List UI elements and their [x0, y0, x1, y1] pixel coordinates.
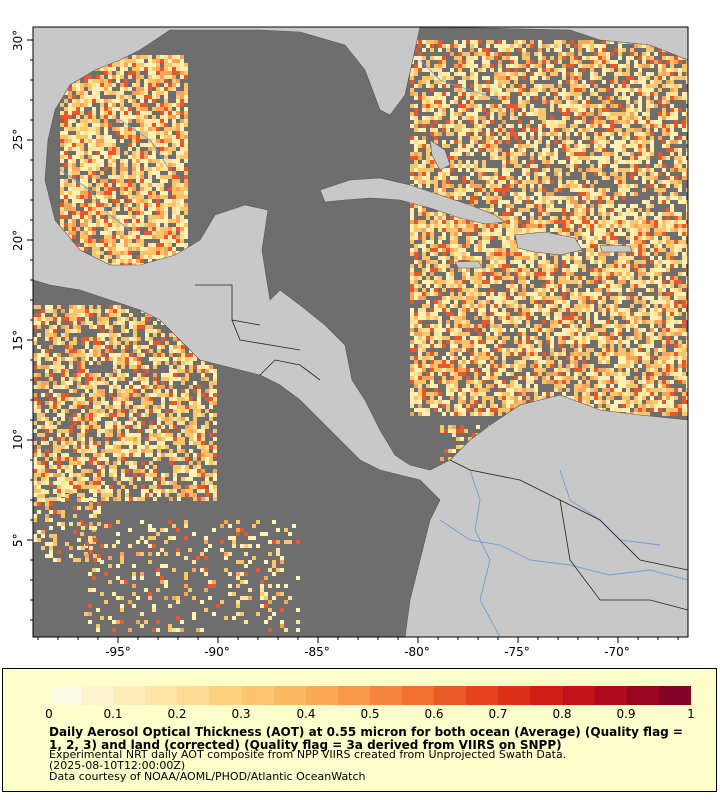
- lon-label: -70°: [604, 645, 630, 659]
- colorbar-tick-label: 0: [45, 707, 53, 721]
- legend-credit: Data courtesy of NOAA/AOML/PHOD/Atlantic…: [49, 770, 366, 783]
- colorbar-swatch: [562, 686, 595, 705]
- colorbar-swatch: [145, 686, 178, 705]
- colorbar-swatch: [49, 686, 82, 705]
- colorbar-swatch: [305, 686, 338, 705]
- colorbar-tick-label: 1: [687, 707, 695, 721]
- colorbar-tick-label: 0.4: [296, 707, 316, 721]
- legend-panel: 0 0.1 0.2 0.3 0.4 0.5 0.6 0.7 0.8 0.9 1 …: [2, 668, 717, 792]
- colorbar-tick-label: 0.2: [167, 707, 187, 721]
- colorbar-swatch: [626, 686, 659, 705]
- colorbar-swatch: [241, 686, 274, 705]
- colorbar-tick-label: 0.7: [488, 707, 508, 721]
- axis-ticks: [27, 39, 679, 643]
- colorbar-swatch: [337, 686, 370, 705]
- lat-label: 15°: [11, 329, 25, 351]
- colorbar-swatch: [434, 686, 467, 705]
- lat-label: 25°: [11, 128, 25, 150]
- lon-label: -90°: [204, 645, 230, 659]
- legend-timestamp: (2025-08-10T12:00:00Z): [49, 759, 186, 772]
- colorbar-swatch: [658, 686, 691, 705]
- aot-map[interactable]: [0, 0, 720, 660]
- river-layer: [59, 59, 688, 637]
- colorbar-swatch: [81, 686, 114, 705]
- aot-colorbar: [49, 686, 691, 705]
- lon-label: -95°: [105, 645, 131, 659]
- colorbar-swatch: [466, 686, 499, 705]
- land-north-america: [33, 27, 688, 637]
- legend-description: Experimental NRT daily AOT composite fro…: [49, 748, 567, 761]
- colorbar-tick-label: 0.9: [616, 707, 636, 721]
- lon-label: -85°: [304, 645, 330, 659]
- map-frame: [32, 26, 689, 638]
- lat-label: 30°: [11, 29, 25, 51]
- legend-title: Daily Aerosol Optical Thickness (AOT) at…: [49, 725, 683, 752]
- lon-label: -80°: [404, 645, 430, 659]
- colorbar-swatch: [113, 686, 146, 705]
- colorbar-swatch: [177, 686, 210, 705]
- aot-data-layer: [33, 40, 688, 632]
- colorbar-tick-label: 0.5: [360, 707, 380, 721]
- colorbar-tick-label: 0.8: [552, 707, 572, 721]
- lat-label: 5°: [11, 533, 25, 547]
- land-puerto-rico: [599, 244, 633, 253]
- lat-label: 20°: [11, 229, 25, 251]
- colorbar-tick-label: 0.3: [231, 707, 251, 721]
- colorbar-swatch: [369, 686, 403, 705]
- land-layer: [33, 27, 688, 637]
- land-jamaica: [454, 260, 484, 269]
- colorbar-swatch: [530, 686, 563, 705]
- colorbar-swatch: [209, 686, 242, 705]
- land-hispaniola: [514, 231, 583, 256]
- colorbar-tick-label: 0.6: [424, 707, 444, 721]
- border-layer: [195, 284, 688, 611]
- lat-label: 10°: [11, 428, 25, 450]
- colorbar-swatch: [594, 686, 627, 705]
- land-cuba: [319, 177, 506, 225]
- lon-label: -75°: [504, 645, 530, 659]
- land-bahamas: [429, 139, 451, 171]
- colorbar-swatch: [402, 686, 435, 705]
- colorbar-swatch: [273, 686, 306, 705]
- colorbar-swatch: [498, 686, 531, 705]
- colorbar-tick-label: 0.1: [103, 707, 123, 721]
